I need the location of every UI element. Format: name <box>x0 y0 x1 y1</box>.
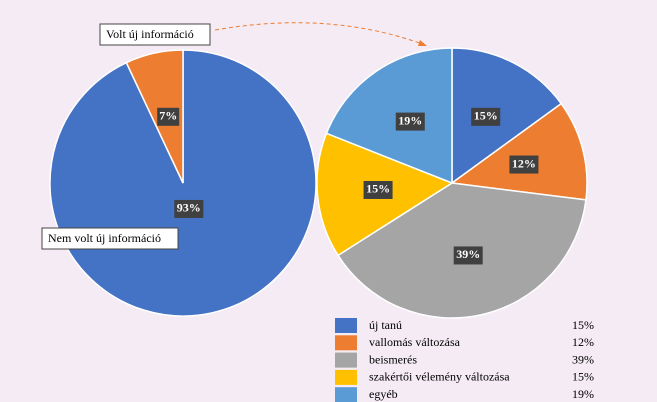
data-label-box <box>174 199 204 218</box>
data-label: 12% <box>512 156 536 170</box>
data-label-box <box>509 155 539 174</box>
legend-swatch <box>335 352 357 368</box>
data-label: 15% <box>366 182 390 196</box>
pie-slice <box>325 47 453 185</box>
data-label-box <box>395 112 425 131</box>
legend-label: új tanú <box>369 318 402 332</box>
legend-value: 19% <box>572 387 594 401</box>
data-label-box <box>363 180 393 199</box>
pie-slice <box>125 49 184 184</box>
legend-label: szakértői vélemény változása <box>369 370 510 384</box>
legend-label: egyéb <box>369 387 398 401</box>
legend-swatch <box>335 318 357 333</box>
legend-label: vallomás változása <box>369 335 461 349</box>
callout-label: Volt új információ <box>106 27 194 41</box>
pie-slice <box>450 102 588 201</box>
pie-slice <box>451 47 563 185</box>
data-label-box <box>157 107 180 126</box>
data-label-box <box>453 246 483 265</box>
data-label: 39% <box>456 247 480 261</box>
legend-swatch <box>335 369 357 385</box>
legend-value: 12% <box>572 335 594 349</box>
legend-label: beismerés <box>369 352 417 366</box>
legend-value: 15% <box>572 318 594 332</box>
legend-value: 15% <box>572 370 594 384</box>
legend-swatch <box>335 387 357 402</box>
data-label-box <box>471 107 501 126</box>
data-label: 7% <box>159 109 177 123</box>
legend-value: 39% <box>572 352 594 366</box>
connector-arrow <box>214 22 426 46</box>
data-label: 15% <box>474 109 498 123</box>
callout-box <box>41 227 179 250</box>
callout-label: Nem volt új információ <box>48 231 161 245</box>
data-label: 19% <box>398 113 422 127</box>
legend-swatch <box>335 335 357 351</box>
data-label: 93% <box>177 201 201 215</box>
arrow-head <box>418 40 427 46</box>
callout-box <box>99 23 211 46</box>
